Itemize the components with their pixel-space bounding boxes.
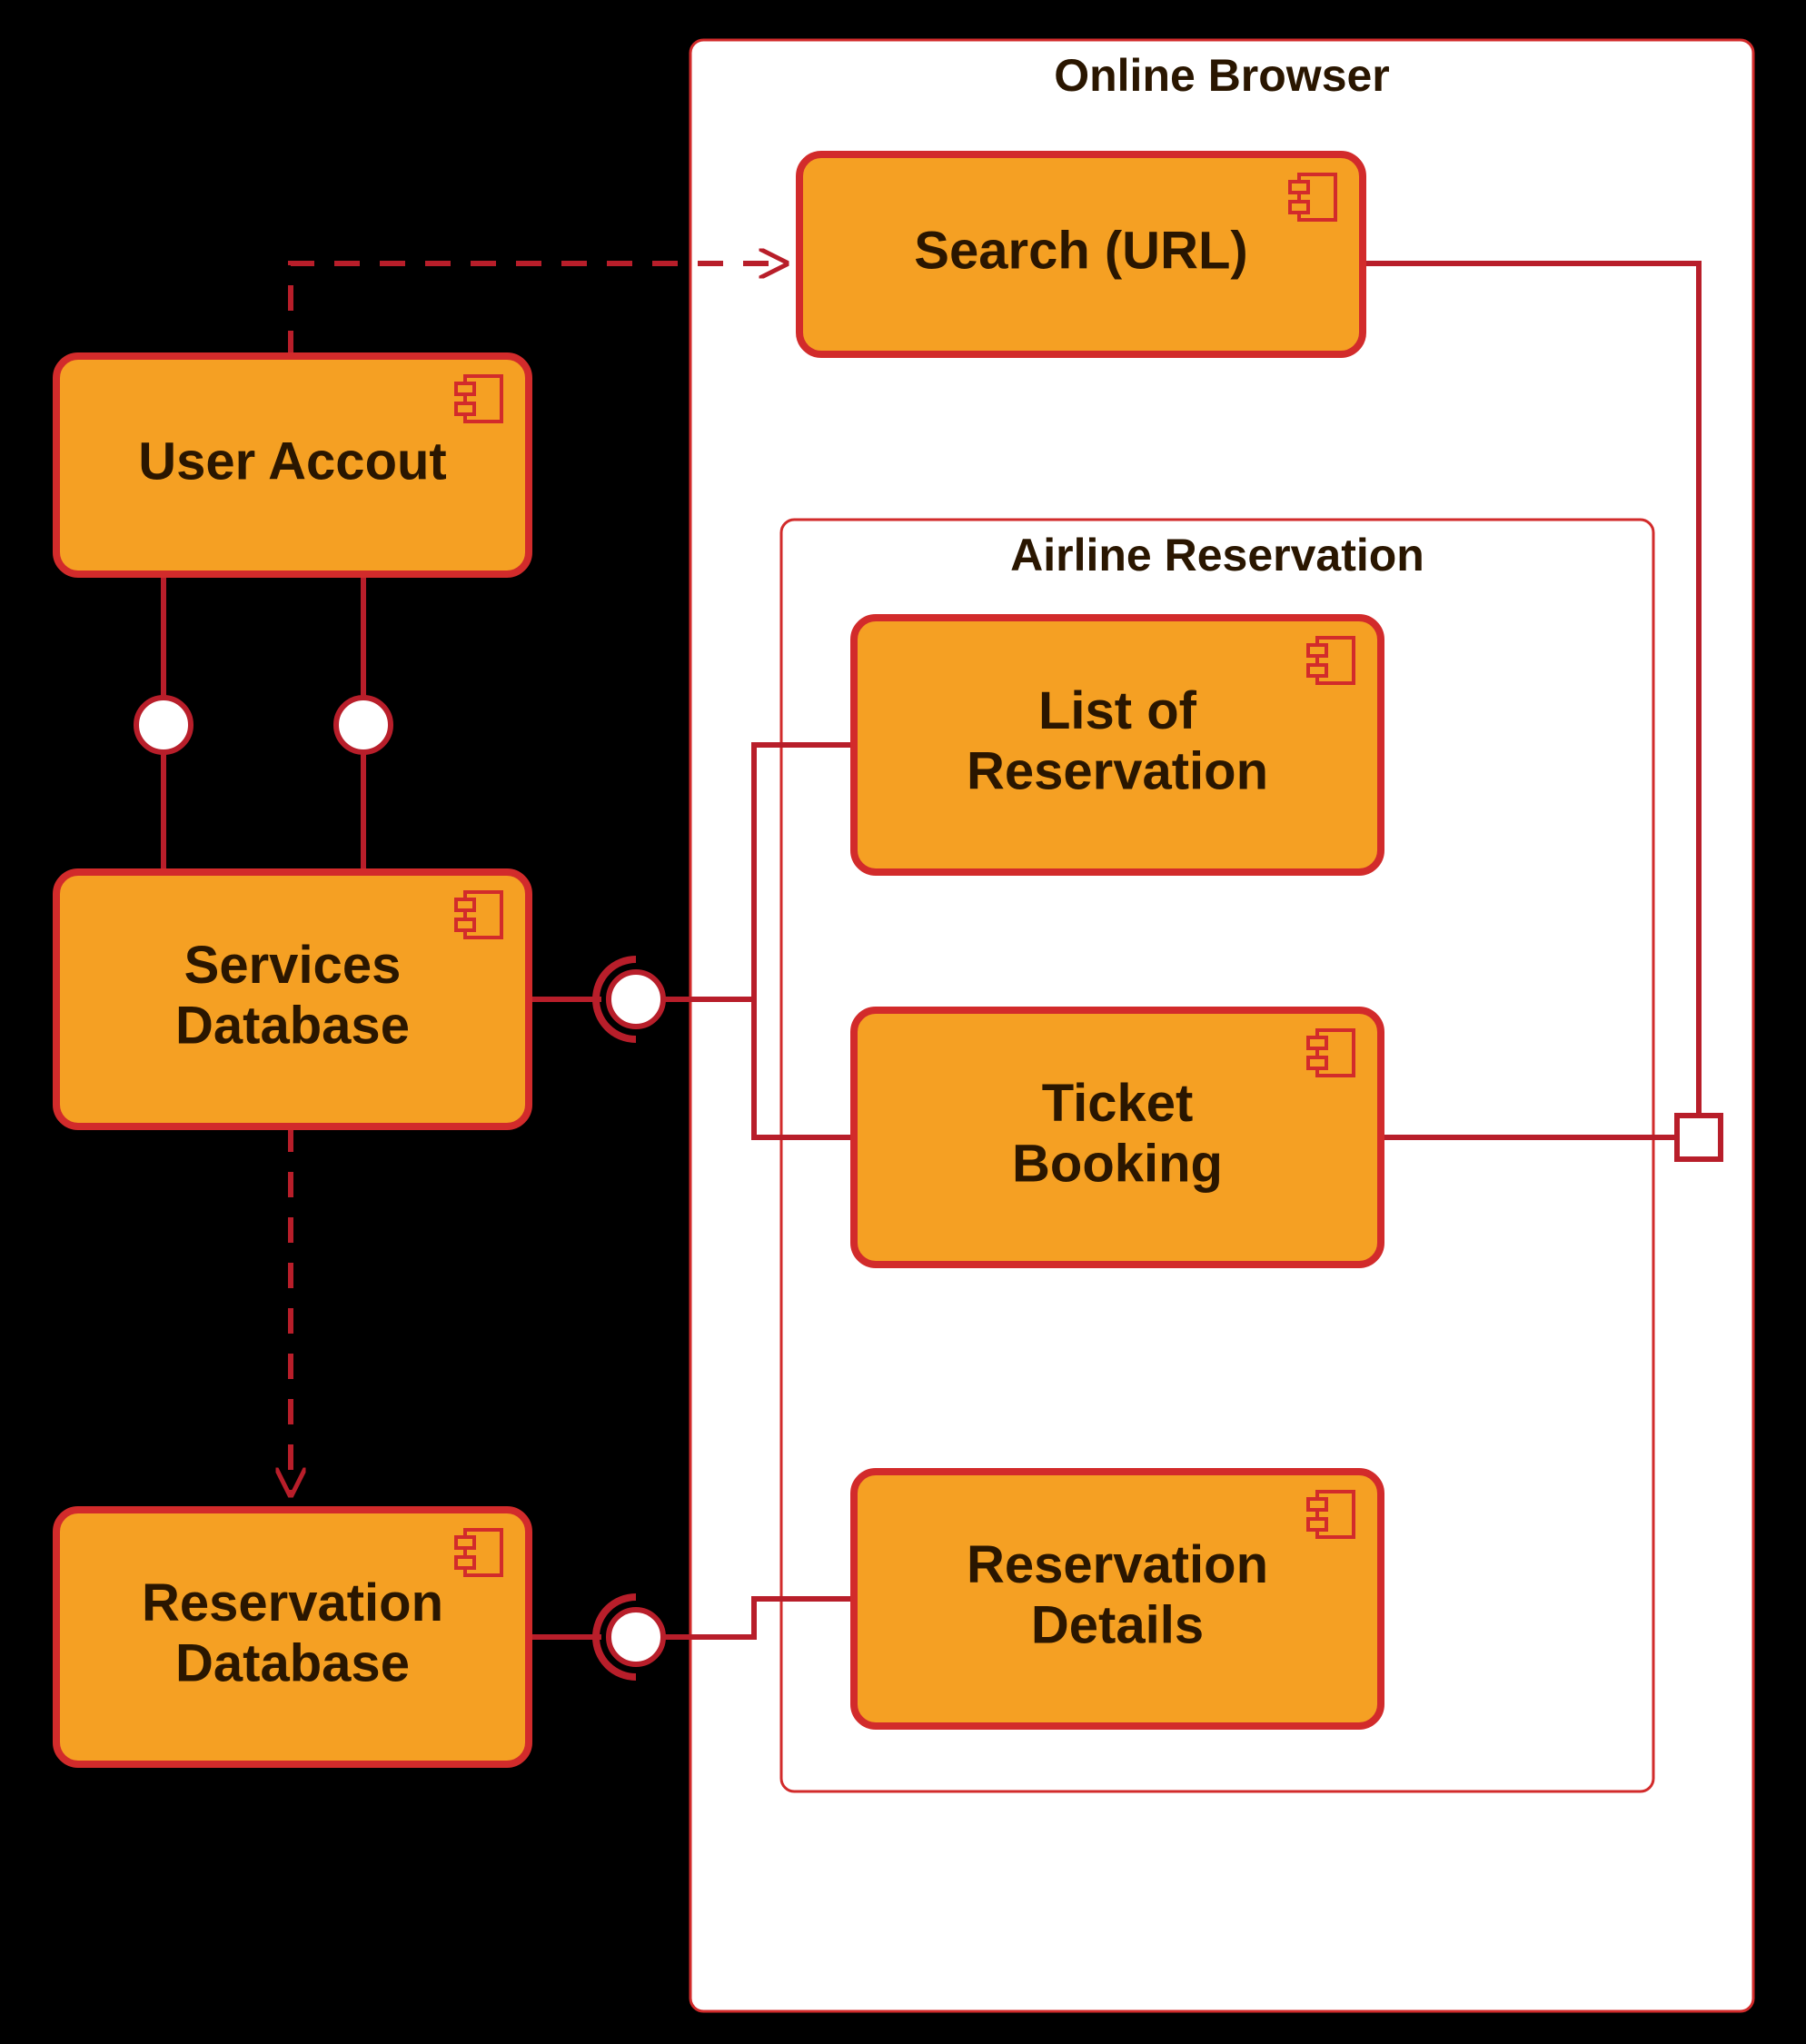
provided-interface-ball xyxy=(336,698,391,752)
component-label-reservation-details: Reservation xyxy=(967,1535,1268,1594)
component-label-list-of-reservation: Reservation xyxy=(967,742,1268,801)
component-label-reservation-details: Details xyxy=(1031,1596,1204,1655)
container-label-online-browser: Online Browser xyxy=(1054,50,1390,101)
component-label-reservation-database: Reservation xyxy=(142,1573,443,1632)
provided-interface-ball xyxy=(609,972,663,1027)
component-user-account: User Accout xyxy=(56,356,529,574)
provided-interface-ball xyxy=(136,698,191,752)
container-label-airline-reservation: Airline Reservation xyxy=(1010,530,1424,580)
component-label-search-url: Search (URL) xyxy=(914,221,1247,280)
component-label-ticket-booking: Ticket xyxy=(1042,1074,1194,1133)
component-reservation-database: ReservationDatabase xyxy=(56,1510,529,1764)
component-label-user-account: User Accout xyxy=(138,432,447,491)
component-label-services-database: Database xyxy=(175,997,410,1056)
port xyxy=(1677,1116,1721,1159)
component-list-of-reservation: List ofReservation xyxy=(854,618,1381,872)
component-label-services-database: Services xyxy=(184,936,402,995)
provided-interface-ball xyxy=(609,1610,663,1664)
component-ticket-booking: TicketBooking xyxy=(854,1010,1381,1265)
uml-component-diagram: Online Browser Airline Reservation User Ac… xyxy=(0,0,1806,2044)
component-label-reservation-database: Database xyxy=(175,1634,410,1693)
component-reservation-details: ReservationDetails xyxy=(854,1472,1381,1726)
component-services-database: ServicesDatabase xyxy=(56,872,529,1126)
component-label-list-of-reservation: List of xyxy=(1038,681,1197,740)
component-search-url: Search (URL) xyxy=(799,154,1363,354)
component-label-ticket-booking: Booking xyxy=(1012,1135,1223,1194)
